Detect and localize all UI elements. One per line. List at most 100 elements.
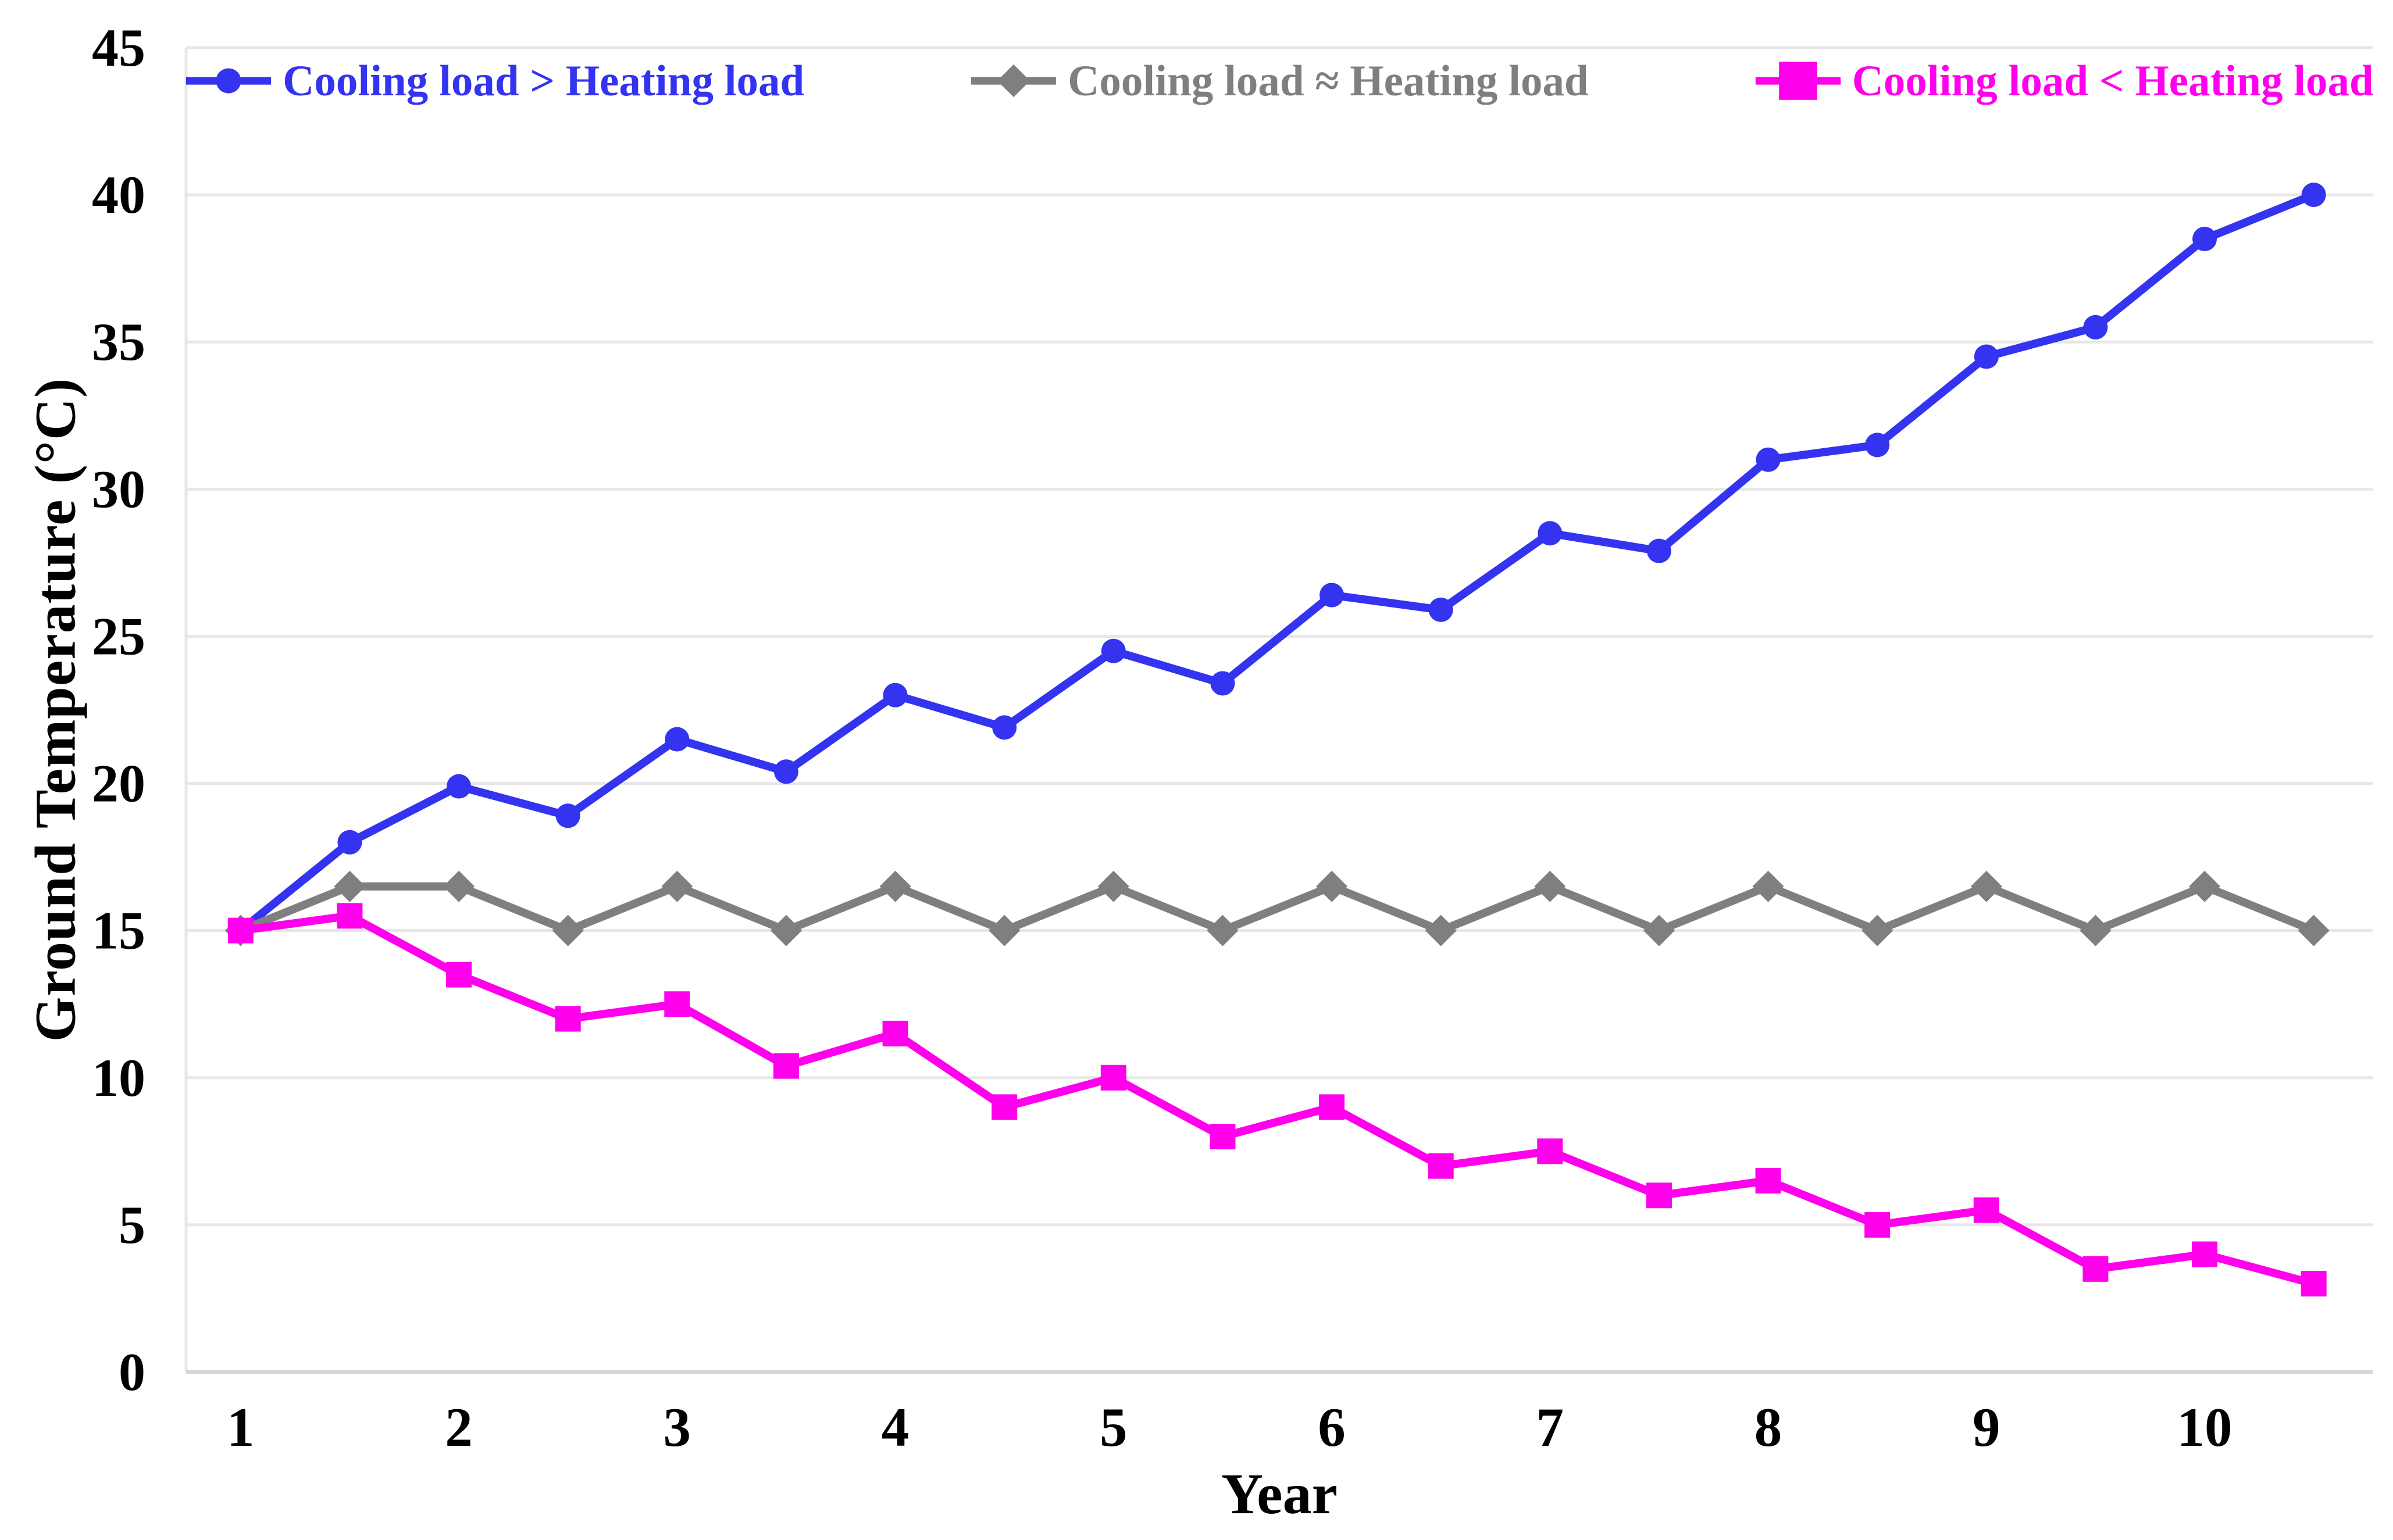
data-point-square [882, 1020, 908, 1046]
data-point-square [227, 917, 254, 944]
y-tick-label: 15 [92, 901, 145, 960]
data-point-diamond [1316, 870, 1348, 902]
data-point-diamond [443, 870, 475, 902]
data-point-circle [883, 683, 908, 708]
data-point-circle [555, 803, 580, 828]
data-point-circle [1319, 583, 1344, 608]
x-tick-labels: 1 2 3 4 5 6 7 8 9 10 [227, 1396, 2232, 1458]
data-point-square [337, 903, 363, 929]
data-point-square [2082, 1256, 2109, 1282]
data-point-square [1973, 1197, 1999, 1223]
data-point-circle [1646, 538, 1671, 563]
data-point-circle [1756, 447, 1781, 472]
data-point-square [1428, 1153, 1454, 1179]
data-point-diamond [661, 870, 693, 902]
y-tick-label: 10 [92, 1048, 145, 1107]
data-point-diamond [1643, 914, 1675, 946]
legend-marker-circle-icon [186, 68, 272, 94]
data-point-circle [2083, 315, 2108, 340]
data-point-square [2192, 1241, 2218, 1267]
data-point-circle [773, 759, 798, 784]
y-tick-label: 0 [119, 1342, 145, 1402]
data-point-circle [2301, 183, 2326, 208]
legend-label: Cooling load ≈ Heating load [1068, 56, 1589, 105]
series-0 [228, 183, 2326, 943]
series-line [236, 882, 2318, 935]
x-tick-label: 9 [1973, 1396, 2000, 1458]
legend-item-cooling-greater: Cooling load > Heating load [185, 58, 804, 103]
data-point-square [446, 962, 472, 988]
data-point-diamond [1425, 914, 1457, 946]
x-tick-label: 2 [445, 1396, 473, 1458]
y-tick-label: 45 [92, 18, 145, 77]
data-point-circle [1974, 344, 1999, 369]
data-point-square [992, 1094, 1018, 1120]
data-point-circle [1101, 638, 1126, 663]
data-point-square [555, 1006, 581, 1032]
y-tick-label: 35 [92, 312, 145, 371]
data-point-square [664, 991, 690, 1017]
data-point-diamond [989, 914, 1021, 946]
series-1 [224, 870, 2330, 946]
data-point-square [2301, 1271, 2327, 1297]
x-axis-title: Year [1221, 1462, 1338, 1526]
data-point-circle [1428, 597, 1453, 622]
data-point-diamond [2298, 914, 2330, 946]
data-point-diamond [1752, 870, 1784, 902]
y-tick-labels: 0 5 10 15 20 25 30 35 40 45 [92, 18, 145, 1402]
data-point-circle [1865, 433, 1890, 458]
x-tick-label: 10 [2177, 1396, 2232, 1458]
data-point-circle [992, 715, 1017, 740]
y-tick-label: 40 [92, 165, 145, 224]
data-point-circle [665, 727, 690, 752]
data-point-circle [1538, 521, 1563, 546]
data-point-diamond [1861, 914, 1893, 946]
data-point-circle [2192, 227, 2217, 252]
legend-label: Cooling load < Heating load [1852, 56, 2374, 105]
data-point-diamond [1207, 914, 1239, 946]
x-tick-label: 4 [882, 1396, 910, 1458]
legend-marker-square-icon [1755, 62, 1841, 100]
x-tick-label: 8 [1754, 1396, 1782, 1458]
y-tick-label: 5 [119, 1195, 145, 1255]
legend-item-cooling-less: Cooling load < Heating load [1754, 58, 2374, 103]
data-point-diamond [334, 870, 366, 902]
data-point-diamond [552, 914, 584, 946]
data-point-square [1210, 1124, 1236, 1150]
data-point-square [1646, 1182, 1672, 1209]
x-tick-label: 1 [227, 1396, 255, 1458]
legend: Cooling load > Heating load Cooling load… [185, 56, 2374, 105]
data-point-diamond [2080, 914, 2112, 946]
data-point-square [1319, 1094, 1345, 1120]
data-point-diamond [1970, 870, 2002, 902]
legend-label: Cooling load > Heating load [283, 56, 805, 105]
y-tick-label: 30 [92, 459, 145, 519]
series-2 [227, 903, 2327, 1297]
legend-marker-diamond-icon [971, 64, 1057, 98]
data-point-circle [337, 830, 362, 855]
y-tick-label: 20 [92, 754, 145, 813]
data-point-circle [447, 774, 472, 799]
x-tick-label: 7 [1536, 1396, 1564, 1458]
legend-item-cooling-approx: Cooling load ≈ Heating load [970, 56, 1589, 105]
y-tick-label: 25 [92, 606, 145, 666]
x-tick-label: 6 [1318, 1396, 1346, 1458]
data-point-diamond [879, 870, 911, 902]
data-point-circle [1210, 671, 1235, 696]
x-tick-label: 5 [1100, 1396, 1128, 1458]
data-point-square [773, 1053, 799, 1079]
data-point-square [1755, 1167, 1781, 1194]
data-point-diamond [1097, 870, 1129, 902]
data-point-square [1537, 1138, 1563, 1164]
data-point-diamond [2189, 870, 2221, 902]
series-line [236, 191, 2318, 935]
data-point-diamond [1534, 870, 1566, 902]
x-tick-label: 3 [664, 1396, 691, 1458]
series-line [236, 912, 2318, 1288]
data-point-square [1864, 1212, 1891, 1238]
y-axis-title: Ground Temperature (°C) [23, 377, 88, 1042]
data-point-diamond [770, 914, 802, 946]
data-point-square [1100, 1064, 1126, 1091]
